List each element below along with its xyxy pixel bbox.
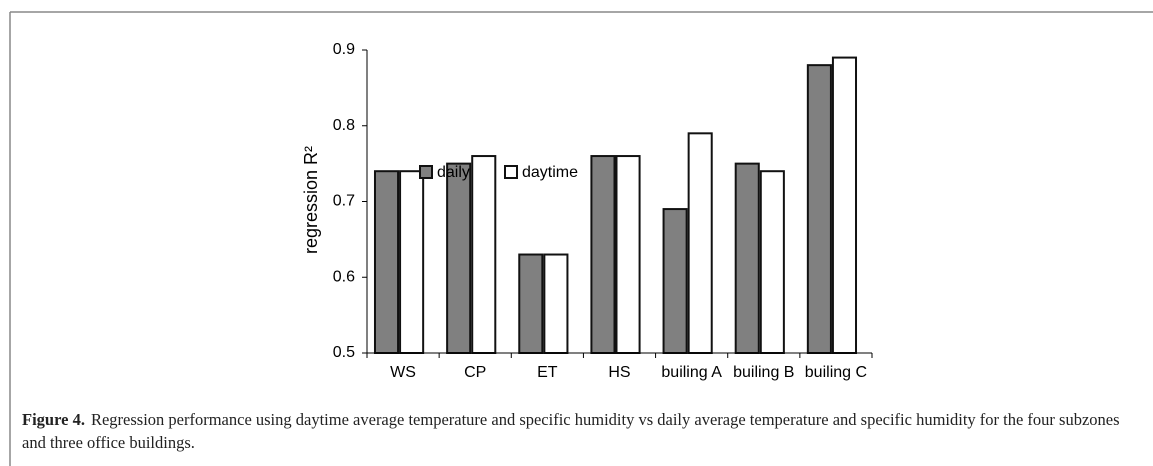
bar bbox=[471, 155, 497, 354]
x-tick-label: CP bbox=[464, 364, 486, 381]
caption: Figure 4. Regression performance using da… bbox=[22, 408, 1132, 454]
y-axis-label: regression R² bbox=[301, 146, 321, 254]
x-tick-label: WS bbox=[390, 364, 416, 381]
caption-label: Figure 4. bbox=[22, 410, 85, 429]
bar bbox=[399, 170, 425, 354]
legend-swatch bbox=[504, 165, 518, 179]
x-tick-label: HS bbox=[608, 364, 630, 381]
legend-label: daily bbox=[437, 164, 470, 181]
bar bbox=[590, 155, 616, 354]
x-tick-label: builing C bbox=[805, 364, 867, 381]
bar bbox=[734, 162, 760, 354]
legend-label: daytime bbox=[522, 164, 578, 181]
chart: regression R² 0.5 0.6 0.7 0.8 0.9 WS CP ET HS bui… bbox=[9, 11, 1153, 400]
bar bbox=[543, 253, 569, 354]
bar bbox=[831, 56, 858, 354]
bar bbox=[759, 170, 785, 354]
x-tick-label: builing A bbox=[661, 364, 722, 381]
caption-text: Regression performance using daytime ave… bbox=[22, 410, 1120, 452]
x-tick-label: builing B bbox=[733, 364, 794, 381]
bar bbox=[373, 170, 400, 354]
bar bbox=[518, 253, 544, 354]
y-tick-label: 0.8 bbox=[333, 117, 355, 134]
y-tick-label: 0.7 bbox=[333, 193, 355, 210]
bar bbox=[687, 132, 713, 354]
y-tick-label: 0.9 bbox=[333, 41, 355, 58]
bar bbox=[662, 208, 688, 354]
legend-swatch bbox=[419, 165, 433, 179]
bar bbox=[615, 155, 641, 354]
y-tick-label: 0.6 bbox=[333, 268, 355, 285]
bar bbox=[446, 162, 472, 354]
x-tick-label: ET bbox=[537, 364, 558, 381]
bar bbox=[806, 64, 832, 355]
y-tick-label: 0.5 bbox=[333, 344, 355, 361]
